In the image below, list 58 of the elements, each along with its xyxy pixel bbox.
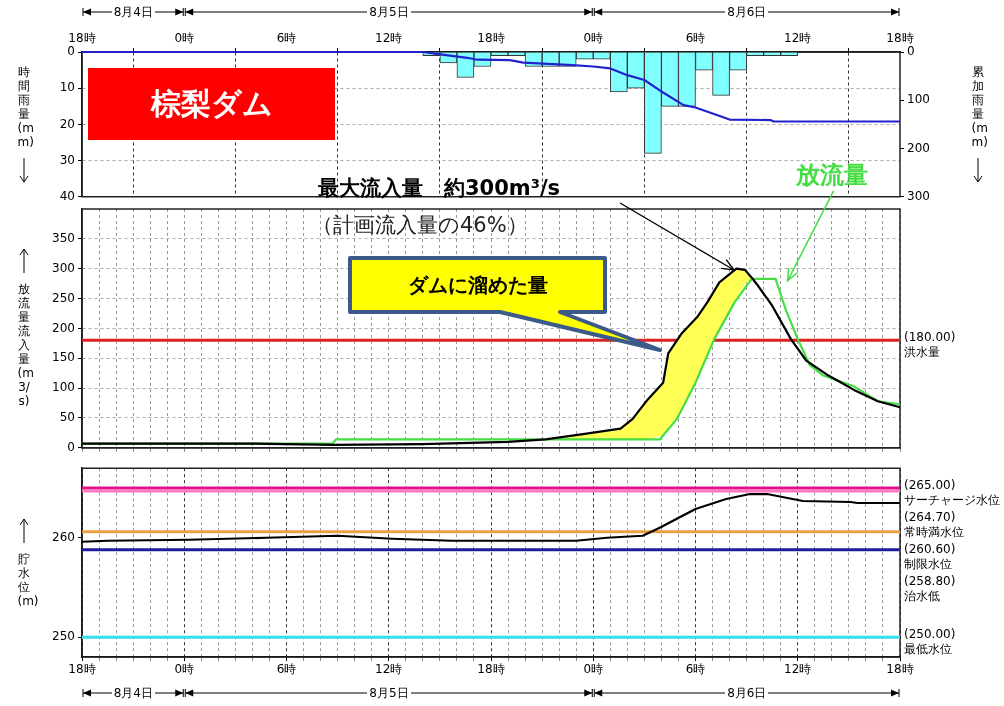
- x-tick-label: 18時: [886, 662, 914, 677]
- ref-line-label: (260.60) 制限水位: [904, 542, 956, 572]
- x-tick-label: 18時: [477, 662, 505, 677]
- text: 8月6日: [725, 685, 769, 701]
- y-axis-title: 時間雨量(mm): [17, 65, 34, 150]
- x-tick-label: 0時: [174, 30, 195, 45]
- text: 放流量流入量(m3/s): [17, 282, 34, 409]
- x-tick-label: 12時: [784, 662, 812, 677]
- x-tick-label: 18時: [886, 30, 914, 45]
- y-tick-label: 260: [52, 529, 75, 544]
- y2-tick-label: 100: [907, 92, 930, 107]
- text: 8月5日: [367, 4, 411, 20]
- x-tick-label: 12時: [784, 30, 812, 45]
- x-tick-label: 0時: [174, 662, 195, 677]
- annotation: 最大流入量 約300m³/s: [318, 175, 561, 202]
- y-tick-label: 40: [59, 188, 75, 203]
- y-tick-label: 30: [59, 152, 75, 167]
- y-tick-label: 350: [52, 230, 75, 245]
- ref-line-label: (180.00) 洪水量: [904, 330, 956, 360]
- text: 8月4日: [111, 4, 155, 20]
- text: 8月5日: [367, 685, 411, 701]
- ref-line-label: (250.00) 最低水位: [904, 627, 956, 657]
- y-tick-label: 250: [52, 629, 75, 644]
- y-tick-label: 100: [52, 380, 75, 395]
- y2-tick-label: 200: [907, 140, 930, 155]
- x-tick-label: 0時: [583, 662, 604, 677]
- x-tick-label: 0時: [583, 30, 604, 45]
- y-tick-label: 250: [52, 290, 75, 305]
- x-tick-label: 6時: [276, 662, 297, 677]
- text: 8月4日: [111, 685, 155, 701]
- y-tick-label: 10: [59, 80, 75, 95]
- x-tick-label: 12時: [375, 30, 403, 45]
- text: 放流量: [795, 159, 868, 191]
- annotation: ダムに溜めた量: [406, 271, 549, 299]
- x-tick-label: 12時: [375, 662, 403, 677]
- ref-line-label: (258.80) 治水低: [904, 574, 956, 604]
- x-tick-label: 18時: [68, 662, 96, 677]
- y2-axis-title: 累加雨量(mm): [971, 65, 988, 150]
- y-tick-label: 0: [67, 44, 75, 59]
- y-tick-label: 0: [67, 439, 75, 454]
- ref-line-label: (265.00) サーチャージ水位: [904, 478, 1000, 508]
- y-tick-label: 50: [59, 410, 75, 425]
- x-tick-label: 18時: [68, 30, 96, 45]
- x-tick-label: 6時: [685, 662, 706, 677]
- x-tick-label: 18時: [477, 30, 505, 45]
- banner: 棕梨ダム: [88, 68, 335, 140]
- ref-line-label: (264.70) 常時満水位: [904, 510, 964, 540]
- y2-tick-label: 300: [907, 188, 930, 203]
- annotation: （計画流入量の46%）: [312, 212, 528, 239]
- y-tick-label: 300: [52, 260, 75, 275]
- x-tick-label: 6時: [276, 30, 297, 45]
- x-tick-label: 6時: [685, 30, 706, 45]
- y-tick-label: 150: [52, 350, 75, 365]
- text: 8月6日: [725, 4, 769, 20]
- y2-tick-label: 0: [907, 44, 915, 59]
- y-tick-label: 200: [52, 320, 75, 335]
- y-tick-label: 20: [59, 116, 75, 131]
- y-axis-title: 貯水位(m): [17, 551, 39, 608]
